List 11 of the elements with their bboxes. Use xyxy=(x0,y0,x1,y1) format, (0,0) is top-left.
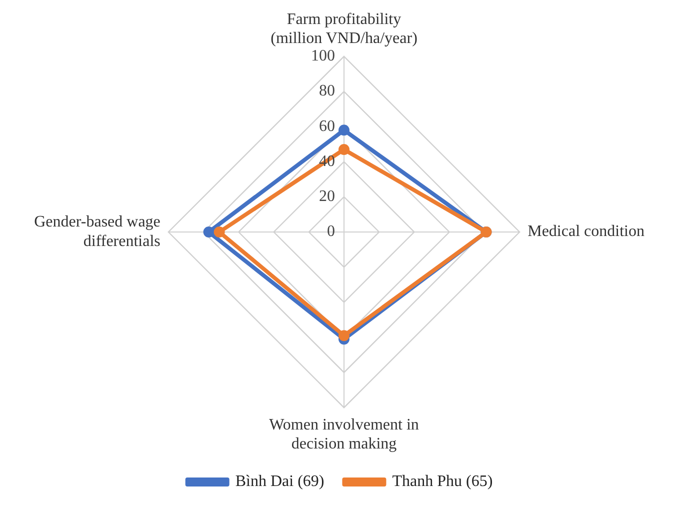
spoke-label: Gender-based wage differentials xyxy=(34,214,160,250)
y-tick-label: 100 xyxy=(311,48,335,65)
legend-label: Thanh Phu (65) xyxy=(392,473,493,490)
spoke-label: Farm profitability (million VND/ha/year) xyxy=(270,10,418,48)
y-tick-label: 60 xyxy=(319,118,335,135)
legend-label: Bình Dai (69) xyxy=(235,473,324,490)
spoke-label: Medical condition xyxy=(528,223,644,240)
y-tick-label: 20 xyxy=(319,188,335,206)
y-tick-label: 0 xyxy=(327,223,335,240)
spoke-label: Women involvement in decision making xyxy=(269,416,419,453)
y-tick-label: 80 xyxy=(319,82,335,100)
